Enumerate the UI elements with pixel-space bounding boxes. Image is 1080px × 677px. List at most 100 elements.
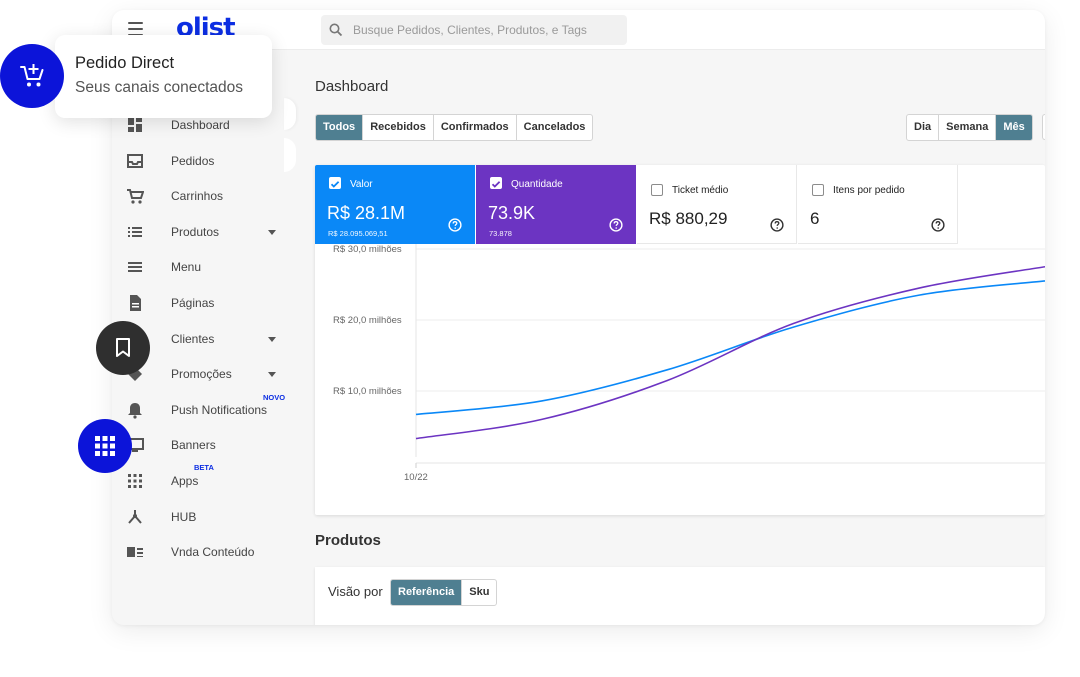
sidebar-handle xyxy=(284,98,296,130)
inbox-icon xyxy=(127,153,143,168)
filter-confirmados[interactable]: Confirmados xyxy=(434,115,517,140)
period-dia[interactable]: Dia xyxy=(907,115,940,140)
line-chart: R$ 30,0 milhões R$ 20,0 milhões R$ 10,0 mi… xyxy=(333,244,1045,483)
sidebar-item-label: Promoções xyxy=(171,367,232,382)
sidebar-item-dashboard[interactable]: Dashboard xyxy=(112,110,297,140)
bookmark-fab[interactable] xyxy=(96,321,150,375)
sidebar-item-hub[interactable]: HUB xyxy=(112,502,297,532)
sidebar-item-label: Vnda Conteúdo xyxy=(171,545,255,560)
metric-card-quantidade[interactable]: Quantidade 73.9K 73.878 xyxy=(476,165,636,244)
sidebar-item-label: Produtos xyxy=(171,224,220,239)
sidebar-item-label: Push Notifications xyxy=(171,402,268,417)
cart-icon xyxy=(127,189,144,204)
sidebar-active-highlight xyxy=(284,138,296,172)
metric-name: Quantidade xyxy=(511,179,563,190)
menu-icon xyxy=(128,262,142,273)
dashboard-chart-panel: Valor R$ 28.1M R$ 28.095.069,51 Quantidade 7… xyxy=(315,165,1045,515)
metric-checkbox[interactable] xyxy=(490,177,502,189)
apps-grid-icon xyxy=(128,474,142,488)
period-m-s[interactable]: Mês xyxy=(996,115,1032,140)
sidebar-item-label: Dashboard xyxy=(171,118,230,132)
sidebar-item-label: Apps xyxy=(171,474,199,488)
sidebar-item-push-notifications[interactable]: Push Notifications NOVO xyxy=(112,393,297,425)
metric-value: R$ 28.1M xyxy=(327,203,406,223)
callout-subtitle: Seus canais conectados xyxy=(75,79,244,96)
sidebar-item-vnda-conte-do[interactable]: Vnda Conteúdo xyxy=(112,537,297,567)
filter-recebidos[interactable]: Recebidos xyxy=(363,115,434,140)
pedido-direct-callout[interactable]: Pedido Direct Seus canais conectados xyxy=(55,35,272,118)
search-input[interactable] xyxy=(353,15,621,45)
sidebar-item-pedidos[interactable]: Pedidos xyxy=(112,146,297,176)
check-icon xyxy=(330,181,340,188)
list-icon xyxy=(128,226,142,237)
sidebar-item-label: Carrinhos xyxy=(171,189,224,204)
produtos-section-title: Produtos xyxy=(315,532,381,549)
sidebar-item-label: HUB xyxy=(171,509,197,524)
filter-todos[interactable]: Todos xyxy=(316,115,364,140)
hub-icon xyxy=(128,509,142,524)
sidebar-item-banners[interactable]: Banners xyxy=(112,430,297,460)
metric-name: Valor xyxy=(350,179,373,190)
bookmark-icon xyxy=(116,338,130,357)
sidebar-item-carrinhos[interactable]: Carrinhos xyxy=(112,181,297,211)
sidebar-item-label: Páginas xyxy=(171,296,215,310)
view-toggle-group: Referência Sku xyxy=(390,579,498,606)
apps-grid-icon xyxy=(95,436,115,456)
help-icon[interactable] xyxy=(770,218,784,232)
y-tick-label: R$ 20,0 milhões xyxy=(333,315,402,326)
export-button[interactable] xyxy=(1042,114,1045,140)
view-sku[interactable]: Sku xyxy=(469,586,490,598)
sidebar-item-label: Clientes xyxy=(171,331,215,346)
chevron-down-icon[interactable] xyxy=(268,372,276,378)
search-bar[interactable] xyxy=(321,15,627,45)
filter-cancelados[interactable]: Cancelados xyxy=(523,121,586,133)
y-tick-label: R$ 30,0 milhões xyxy=(333,244,402,255)
sidebar-item-menu[interactable]: Menu xyxy=(112,252,297,282)
help-icon[interactable] xyxy=(931,218,945,232)
check-icon xyxy=(491,181,501,188)
period-filter-group: Dia Semana Mês xyxy=(906,114,1033,141)
callout-title: Pedido Direct xyxy=(75,54,175,72)
view-refer-ncia[interactable]: Referência xyxy=(391,580,463,605)
sidebar-item-label: Menu xyxy=(171,260,202,275)
metric-value: 6 xyxy=(810,209,820,228)
dashboard-icon xyxy=(128,118,142,132)
series-line-quantidade xyxy=(415,265,1045,440)
visao-por-label: Visão por xyxy=(328,584,383,599)
add-to-cart-fab[interactable] xyxy=(0,44,64,108)
search-icon xyxy=(329,23,343,37)
metric-subvalue: R$ 28.095.069,51 xyxy=(328,229,388,238)
page-icon xyxy=(130,295,141,311)
sidebar-item-promo-es[interactable]: Promoções xyxy=(112,359,297,389)
hamburger-menu-icon[interactable] xyxy=(128,22,143,36)
metric-checkbox[interactable] xyxy=(812,184,824,196)
sidebar-badge: BETA xyxy=(194,463,214,472)
sidebar-item-apps[interactable]: Apps BETA xyxy=(112,463,297,496)
status-filter-group: Todos Recebidos Confirmados Cancelados xyxy=(315,114,594,141)
chevron-down-icon[interactable] xyxy=(268,336,276,342)
sidebar-item-label: Banners xyxy=(171,438,216,453)
period-semana[interactable]: Semana xyxy=(939,115,997,140)
bell-icon xyxy=(128,402,142,419)
series-line-valor xyxy=(415,280,1045,416)
metric-card-itens-por-pedido[interactable]: Itens por pedido 6 xyxy=(798,165,958,244)
metric-checkbox[interactable] xyxy=(329,177,341,189)
help-icon[interactable] xyxy=(609,218,623,232)
sidebar: Dashboard Pedidos Carrinhos Produtos Menu Pág… xyxy=(112,50,297,625)
metric-checkbox[interactable] xyxy=(651,184,663,196)
metric-value: 73.9K xyxy=(488,203,536,223)
help-icon[interactable] xyxy=(448,218,462,232)
x-tick-label: 10/22 xyxy=(404,472,428,483)
apps-fab[interactable] xyxy=(78,419,132,473)
app-window: olist Dashboard Pedidos Carrinhos Produtos M… xyxy=(112,10,1045,625)
sidebar-item-p-ginas[interactable]: Páginas xyxy=(112,288,297,318)
metric-name: Itens por pedido xyxy=(833,185,905,196)
metric-card-ticket-m-dio[interactable]: Ticket médio R$ 880,29 xyxy=(637,165,797,244)
metric-card-valor[interactable]: Valor R$ 28.1M R$ 28.095.069,51 xyxy=(315,165,475,244)
content-icon xyxy=(127,547,143,558)
chevron-down-icon[interactable] xyxy=(268,229,276,235)
sidebar-item-produtos[interactable]: Produtos xyxy=(112,217,297,247)
top-bar: olist xyxy=(112,10,1045,50)
produtos-card: Visão por Referência Sku xyxy=(315,567,1045,625)
metric-name: Ticket médio xyxy=(672,185,729,196)
